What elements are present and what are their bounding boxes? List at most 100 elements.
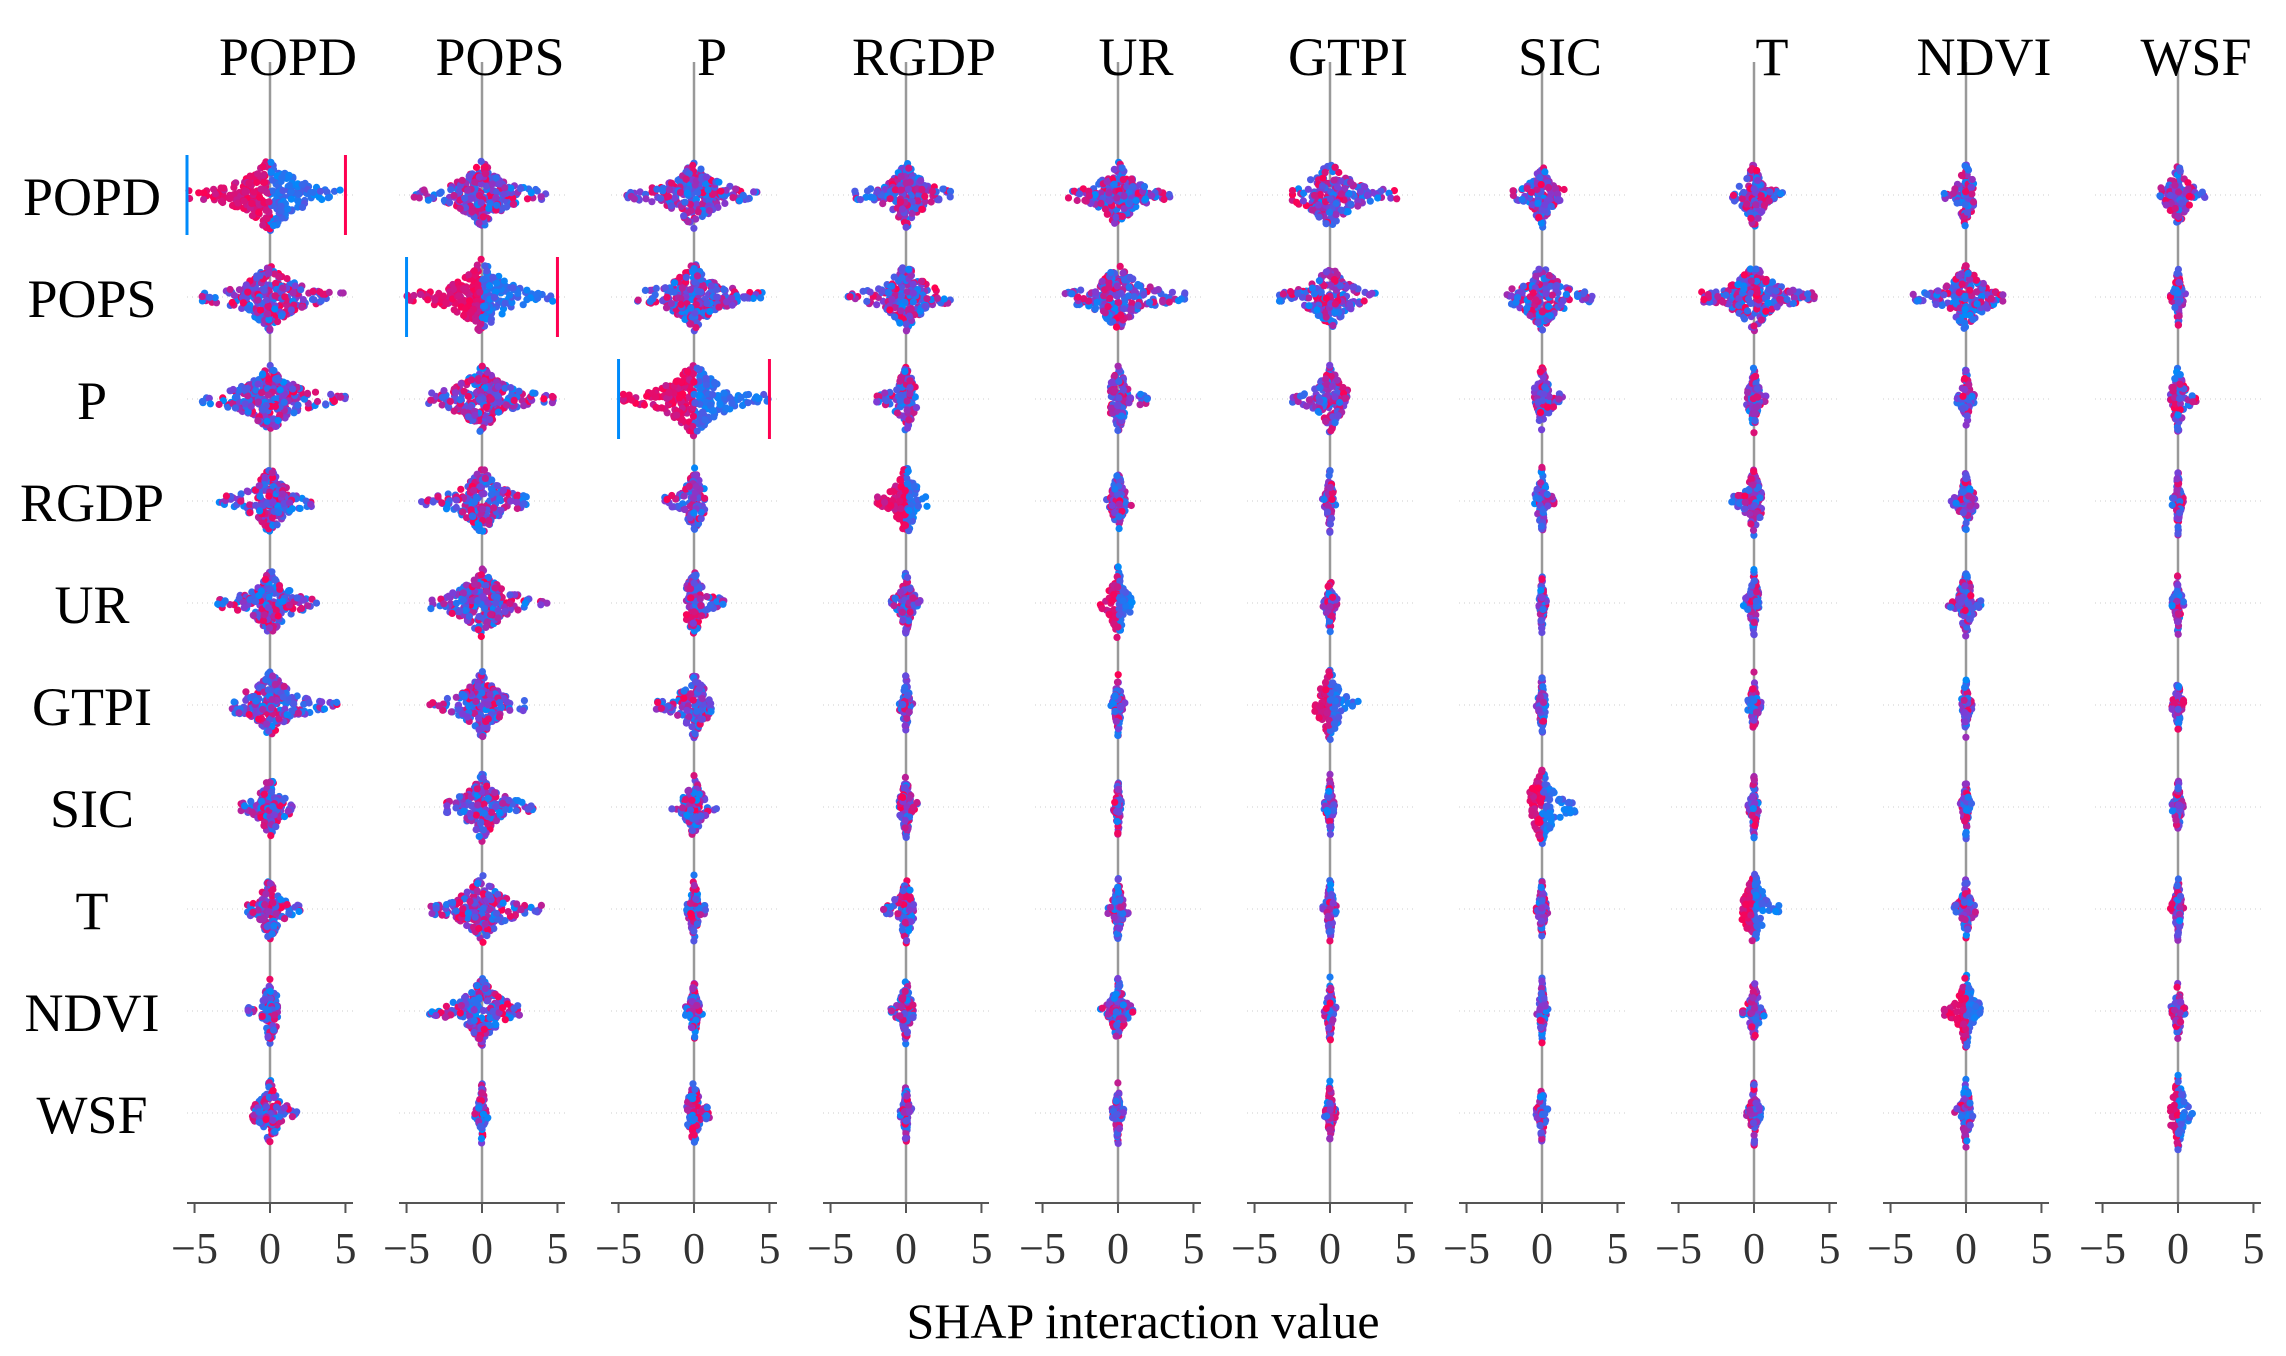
shap-point	[713, 285, 721, 293]
shap-point	[279, 392, 287, 400]
shap-point	[665, 388, 673, 397]
shap-point	[322, 400, 330, 408]
shap-point	[262, 1103, 270, 1111]
shap-point	[263, 215, 271, 223]
shap-point	[428, 596, 436, 604]
shap-point	[229, 385, 237, 394]
shap-point	[267, 704, 275, 712]
shap-point	[281, 915, 289, 923]
shap-point	[643, 392, 651, 400]
shap-point	[501, 1016, 509, 1024]
shap-point	[437, 188, 445, 196]
shap-point	[286, 587, 294, 595]
shap-point	[757, 294, 765, 302]
shap-point	[696, 385, 704, 393]
shap-point	[429, 498, 437, 506]
shap-point	[417, 290, 425, 298]
shap-point	[686, 286, 695, 294]
shap-point	[274, 318, 282, 326]
shap-point	[269, 498, 277, 506]
shap-point	[480, 466, 489, 474]
shap-point	[447, 708, 455, 716]
shap-point	[506, 291, 514, 299]
shap-point	[640, 401, 649, 409]
shap-point	[698, 408, 707, 416]
shap-point	[295, 907, 303, 916]
shap-point	[458, 176, 466, 184]
shap-point	[260, 790, 268, 798]
shap-point	[472, 811, 480, 819]
shap-point	[715, 178, 723, 186]
shap-point	[264, 1033, 272, 1041]
shap-point	[494, 993, 502, 1001]
shap-point	[268, 696, 276, 704]
shap-point	[693, 364, 701, 372]
shap-point	[468, 989, 476, 997]
shap-point	[261, 178, 269, 187]
shap-point	[493, 593, 501, 602]
shap-point	[295, 190, 303, 199]
shap-point	[252, 697, 260, 705]
shap-point	[480, 604, 489, 612]
shap-point	[720, 389, 728, 397]
shap-point	[682, 273, 691, 281]
shap-point	[298, 303, 306, 311]
shap-point	[293, 594, 301, 602]
shap-point	[464, 392, 472, 401]
shap-point	[487, 611, 495, 619]
shap-point	[481, 985, 489, 993]
shap-point	[242, 688, 250, 696]
shap-point	[467, 308, 475, 316]
shap-point	[235, 709, 243, 717]
shap-point	[472, 317, 480, 325]
shap-point	[420, 186, 428, 194]
shap-point	[452, 503, 460, 512]
shap-point	[488, 476, 496, 484]
shap-point	[484, 997, 492, 1005]
shap-point	[277, 895, 285, 904]
shap-point	[471, 178, 479, 186]
shap-point	[271, 1127, 279, 1135]
shap-point	[495, 713, 503, 721]
shap-point	[265, 624, 274, 632]
shap-point	[268, 176, 276, 184]
shap-point	[474, 801, 482, 809]
shap-point	[456, 1009, 464, 1017]
shap-point	[298, 604, 306, 613]
shap-point	[456, 396, 464, 404]
shap-point	[250, 188, 258, 196]
shap-point	[226, 195, 234, 203]
shap-point	[432, 904, 440, 913]
shap-point	[456, 204, 464, 213]
shap-point	[740, 294, 748, 302]
shap-point	[441, 1013, 449, 1021]
shap-point	[728, 399, 736, 407]
shap-point	[521, 599, 529, 608]
shap-point	[456, 898, 464, 907]
shap-point	[482, 403, 490, 411]
shap-point	[198, 292, 206, 301]
shap-point	[248, 199, 256, 207]
shap-point	[263, 720, 271, 728]
shap-point	[720, 286, 728, 294]
shap-point	[466, 897, 474, 906]
shap-point	[455, 793, 464, 801]
shap-point	[682, 175, 690, 183]
shap-point	[270, 1093, 278, 1101]
shap-point	[474, 682, 482, 691]
shap-point	[460, 311, 468, 320]
shap-point	[466, 297, 474, 305]
shap-point	[663, 293, 671, 301]
shap-point	[271, 402, 279, 411]
shap-point	[683, 189, 691, 197]
shap-point	[267, 158, 275, 166]
shap-point	[211, 190, 219, 198]
shap-point	[272, 279, 280, 287]
shap-point	[275, 508, 283, 516]
shap-point	[470, 1006, 478, 1014]
shap-point	[287, 195, 295, 203]
shap-point	[494, 408, 503, 416]
shap-point	[463, 921, 471, 930]
shap-point	[461, 194, 469, 202]
shap-point	[729, 194, 737, 202]
